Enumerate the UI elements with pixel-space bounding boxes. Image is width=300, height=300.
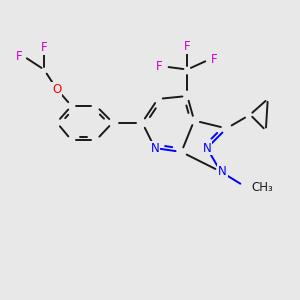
Text: F: F [211, 53, 217, 66]
Text: F: F [16, 50, 22, 63]
Text: N: N [202, 142, 211, 154]
Text: CH₃: CH₃ [251, 181, 273, 194]
Text: N: N [218, 165, 227, 178]
Text: N: N [151, 142, 159, 154]
Text: F: F [156, 60, 163, 73]
Text: F: F [41, 41, 47, 54]
Text: O: O [52, 82, 62, 96]
Text: F: F [184, 40, 190, 53]
